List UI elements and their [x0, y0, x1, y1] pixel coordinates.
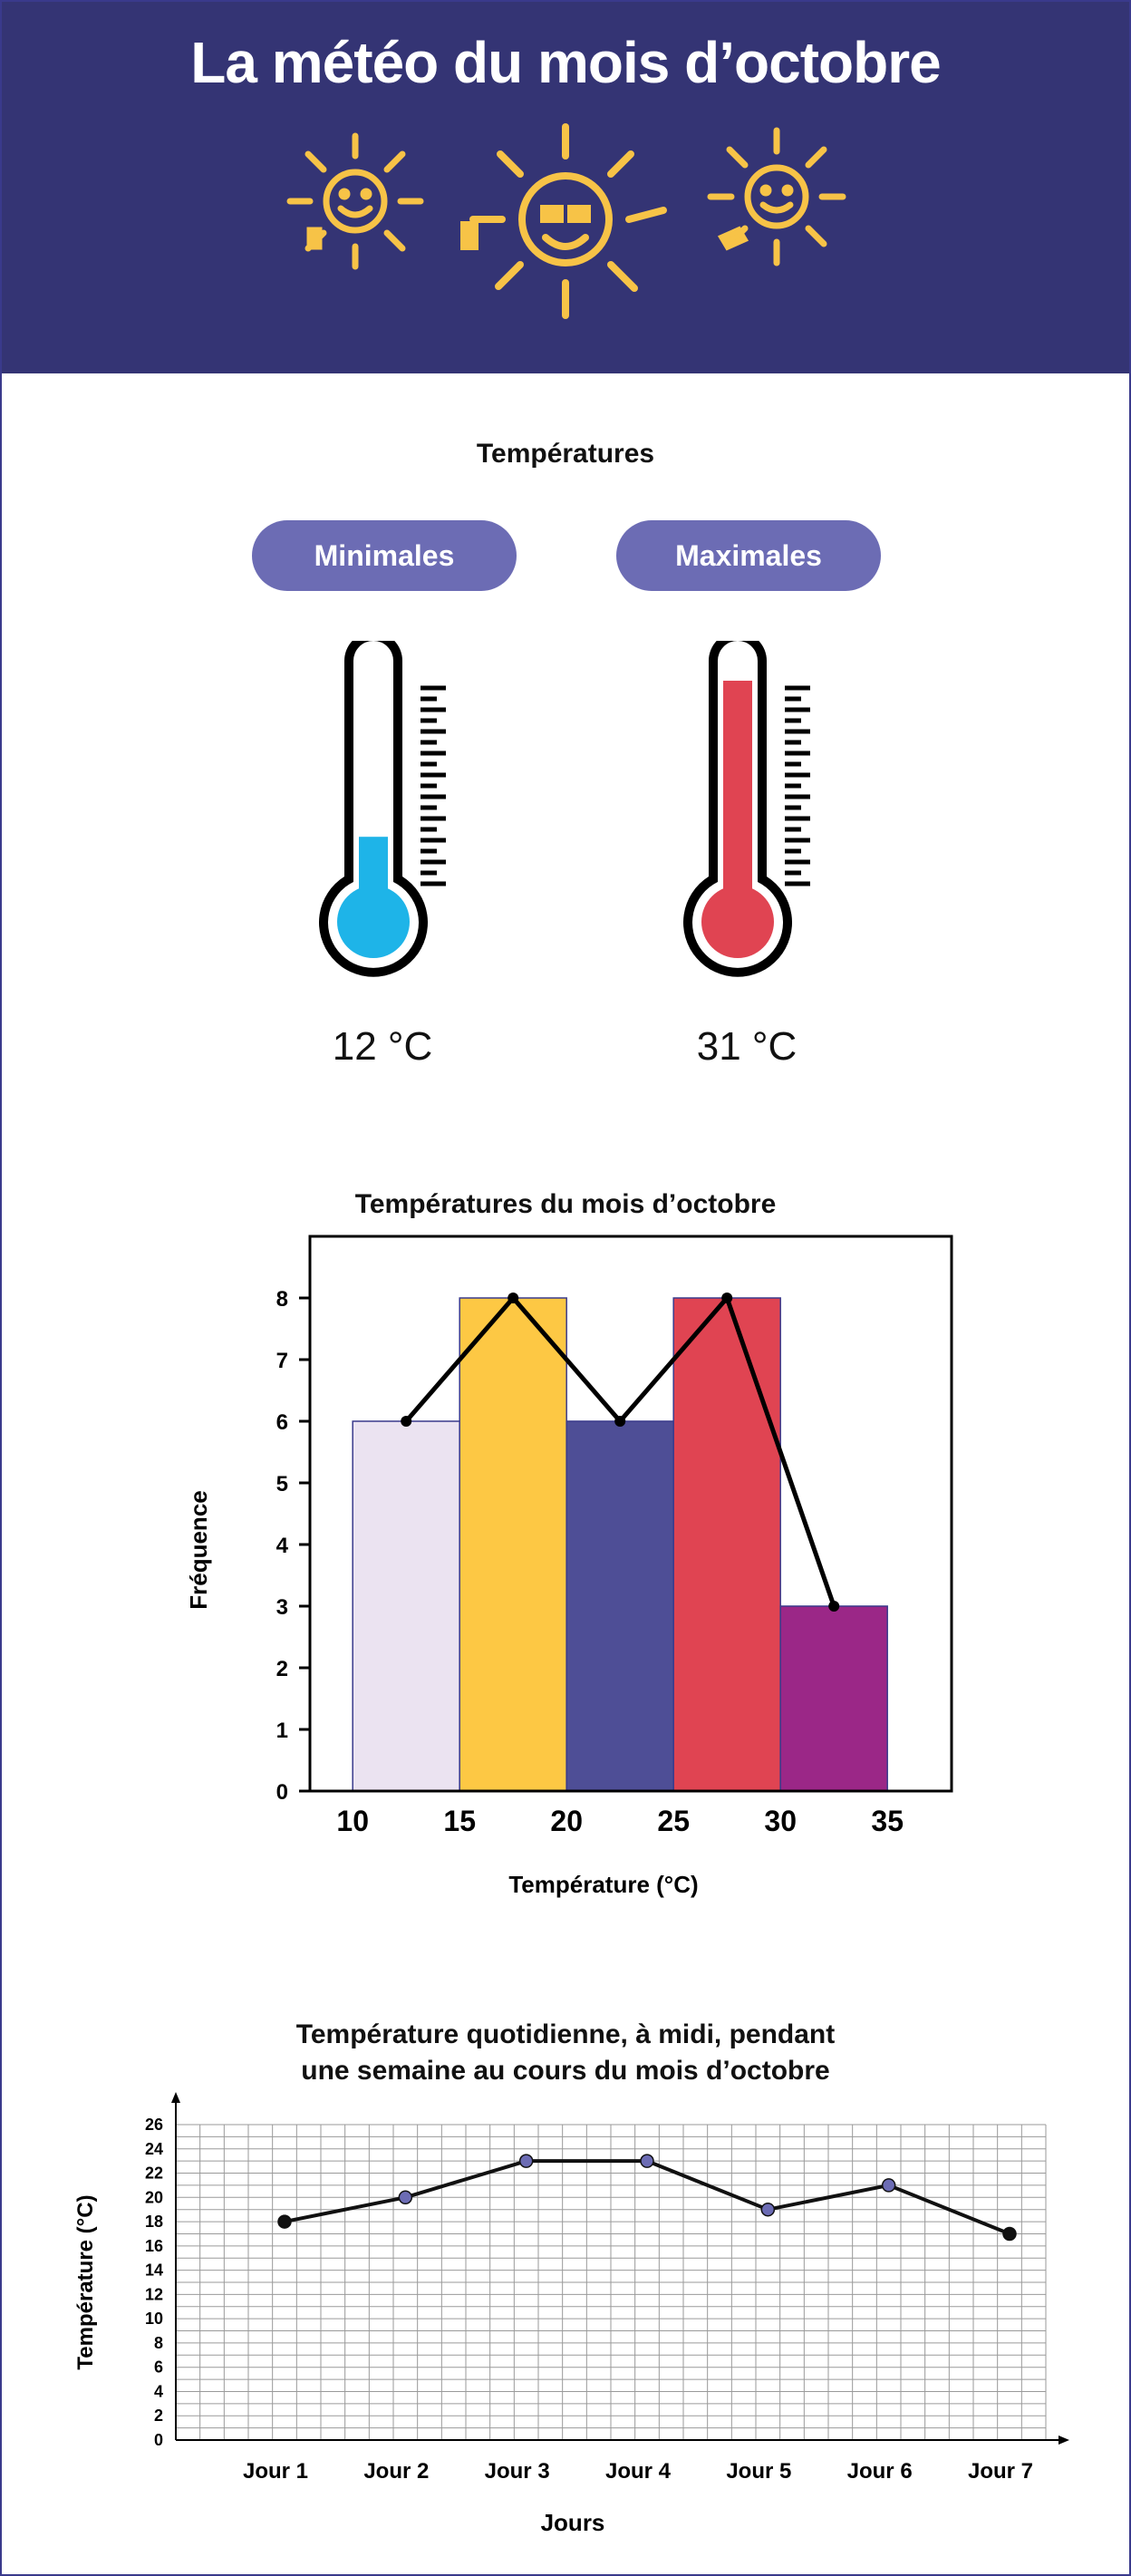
max-label-pill: Maximales	[616, 520, 881, 591]
y-tick-label: 4	[154, 2382, 163, 2400]
sun-illustrations	[286, 123, 846, 319]
y-tick-label: 12	[145, 2285, 163, 2303]
histogram-title: Températures du mois d’octobre	[354, 1189, 777, 1219]
histogram-bar	[566, 1420, 674, 1792]
x-tick-label: Jour 7	[968, 2459, 1033, 2484]
plot-frame	[308, 1235, 953, 1793]
y-tick-label: 14	[145, 2261, 163, 2280]
y-tick-label: 6	[154, 2358, 163, 2377]
line-point	[1002, 2226, 1017, 2242]
y-tick-label: 6	[276, 1410, 288, 1435]
thermometer-bulb	[701, 886, 774, 958]
page-title: La météo du mois d’octobre	[190, 30, 941, 95]
y-axis-arrow	[171, 2092, 180, 2103]
min-temperature-value: 12 °C	[332, 1024, 433, 1069]
x-tick-label: Jour 2	[363, 2459, 429, 2484]
polygon-point	[508, 1293, 519, 1303]
histogram-bar	[779, 1605, 888, 1792]
x-tick-label: Jour 5	[726, 2459, 791, 2484]
polygon-point	[828, 1601, 840, 1612]
x-tick-label: Jour 1	[243, 2459, 308, 2484]
y-tick-label: 1	[276, 1719, 288, 1743]
temperatures-title: Températures	[476, 439, 655, 469]
x-tick-label: Jour 6	[847, 2459, 913, 2484]
y-tick-label: 16	[145, 2237, 163, 2255]
x-tick-label: Jour 4	[605, 2459, 672, 2484]
x-axis-label: Jours	[541, 2509, 605, 2536]
sunglasses-sun-icon	[460, 123, 667, 319]
y-tick-label: 8	[154, 2334, 163, 2352]
line-point	[760, 2202, 776, 2217]
y-tick-label: 20	[145, 2188, 163, 2206]
line-point	[398, 2190, 413, 2205]
y-tick-label: 26	[145, 2116, 163, 2134]
y-tick-label: 18	[145, 2213, 163, 2231]
histogram-bar	[459, 1297, 567, 1792]
line-point	[277, 2214, 292, 2229]
max-thermometer-icon	[683, 641, 810, 977]
histogram-bar	[352, 1420, 460, 1792]
histogram-bar	[672, 1297, 781, 1792]
x-tick-label: 25	[657, 1805, 690, 1837]
y-tick-label: 10	[145, 2310, 163, 2328]
y-tick-label: 0	[276, 1780, 288, 1805]
winking-sun-icon	[707, 127, 846, 266]
line-chart-title-line2: une semaine au cours du mois d’octobre	[301, 2056, 830, 2086]
line-chart-title-line1: Température quotidienne, à midi, pendant	[295, 2019, 836, 2049]
x-tick-label: 10	[336, 1805, 369, 1837]
max-temperature-value: 31 °C	[696, 1024, 798, 1069]
polygon-point	[614, 1416, 626, 1427]
y-axis-label: Fréquence	[185, 1490, 212, 1610]
min-label-pill: Minimales	[252, 520, 517, 591]
line-point	[640, 2154, 654, 2168]
smiling-sun-icon	[286, 132, 424, 270]
line-point	[881, 2178, 896, 2193]
y-tick-label: 24	[145, 2140, 163, 2158]
y-tick-label: 0	[154, 2431, 163, 2449]
polygon-point	[401, 1416, 412, 1427]
polygon-point	[721, 1293, 733, 1303]
x-tick-label: 20	[550, 1805, 583, 1837]
thermometer-column	[359, 837, 388, 908]
y-axis-label: Température (°C)	[73, 2194, 98, 2369]
x-tick-label: Jour 3	[485, 2459, 550, 2484]
min-thermometer-icon	[319, 641, 446, 977]
y-tick-label: 4	[276, 1534, 289, 1558]
x-axis-arrow	[1058, 2436, 1069, 2445]
y-tick-label: 8	[276, 1287, 288, 1312]
y-tick-label: 5	[276, 1472, 288, 1496]
y-tick-label: 2	[154, 2407, 163, 2425]
thermometer-column	[723, 681, 752, 908]
y-tick-label: 2	[276, 1657, 288, 1681]
x-axis-label: Température (°C)	[508, 1871, 698, 1898]
y-tick-label: 22	[145, 2164, 163, 2183]
header-banner: La météo du mois d’octobre	[2, 2, 1129, 373]
histogram-chart: 0 1 2 3 4 5 6 7 8 10 15 20 25 30 35 Température (°C) Fré…	[185, 1235, 953, 1898]
x-tick-label: 30	[764, 1805, 797, 1837]
y-tick-label: 3	[276, 1595, 288, 1620]
line-point	[518, 2154, 534, 2168]
x-tick-label: 35	[871, 1805, 904, 1837]
y-tick-label: 7	[276, 1349, 288, 1373]
x-tick-label: 15	[443, 1805, 476, 1837]
thermometer-bulb	[337, 886, 410, 958]
thermometer-glass	[328, 641, 419, 968]
